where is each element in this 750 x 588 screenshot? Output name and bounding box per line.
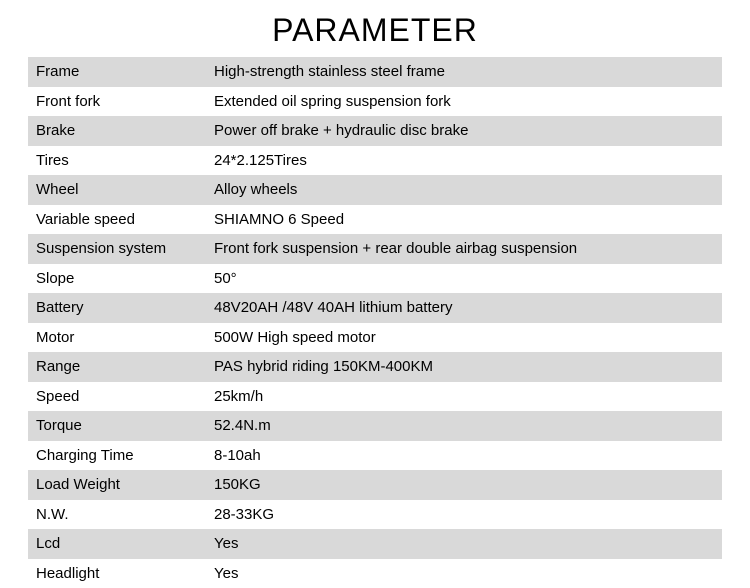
table-row: RangePAS hybrid riding 150KM-400KM: [28, 352, 722, 382]
param-label: Wheel: [28, 175, 206, 205]
param-value: Extended oil spring suspension fork: [206, 87, 722, 117]
page-title: PARAMETER: [28, 12, 722, 49]
table-row: Torque52.4N.m: [28, 411, 722, 441]
table-row: Load Weight150KG: [28, 470, 722, 500]
param-value: Yes: [206, 559, 722, 588]
table-row: Charging Time8-10ah: [28, 441, 722, 471]
param-label: Frame: [28, 57, 206, 87]
parameter-table-body: FrameHigh-strength stainless steel frame…: [28, 57, 722, 588]
param-value: 8-10ah: [206, 441, 722, 471]
param-value: PAS hybrid riding 150KM-400KM: [206, 352, 722, 382]
param-label: Variable speed: [28, 205, 206, 235]
param-label: Torque: [28, 411, 206, 441]
param-value: Front fork suspension + rear double airb…: [206, 234, 722, 264]
param-value: High-strength stainless steel frame: [206, 57, 722, 87]
table-row: Motor500W High speed motor: [28, 323, 722, 353]
param-value: 52.4N.m: [206, 411, 722, 441]
table-row: HeadlightYes: [28, 559, 722, 588]
param-label: Suspension system: [28, 234, 206, 264]
table-row: Battery48V20AH /48V 40AH lithium battery: [28, 293, 722, 323]
param-label: Motor: [28, 323, 206, 353]
param-label: Tires: [28, 146, 206, 176]
param-label: Speed: [28, 382, 206, 412]
table-row: Tires24*2.125Tires: [28, 146, 722, 176]
parameter-table: FrameHigh-strength stainless steel frame…: [28, 57, 722, 588]
table-row: LcdYes: [28, 529, 722, 559]
param-label: Front fork: [28, 87, 206, 117]
table-row: Slope50°: [28, 264, 722, 294]
table-row: N.W.28-33KG: [28, 500, 722, 530]
param-value: 150KG: [206, 470, 722, 500]
param-label: Charging Time: [28, 441, 206, 471]
param-value: 24*2.125Tires: [206, 146, 722, 176]
param-label: Battery: [28, 293, 206, 323]
param-value: Power off brake + hydraulic disc brake: [206, 116, 722, 146]
param-label: Lcd: [28, 529, 206, 559]
table-row: FrameHigh-strength stainless steel frame: [28, 57, 722, 87]
param-value: SHIAMNO 6 Speed: [206, 205, 722, 235]
param-label: Slope: [28, 264, 206, 294]
param-label: N.W.: [28, 500, 206, 530]
table-row: WheelAlloy wheels: [28, 175, 722, 205]
param-value: 48V20AH /48V 40AH lithium battery: [206, 293, 722, 323]
table-row: Variable speedSHIAMNO 6 Speed: [28, 205, 722, 235]
param-label: Headlight: [28, 559, 206, 588]
table-row: Front forkExtended oil spring suspension…: [28, 87, 722, 117]
param-label: Range: [28, 352, 206, 382]
param-value: Alloy wheels: [206, 175, 722, 205]
table-row: Suspension systemFront fork suspension +…: [28, 234, 722, 264]
table-row: BrakePower off brake + hydraulic disc br…: [28, 116, 722, 146]
param-value: 500W High speed motor: [206, 323, 722, 353]
param-value: 28-33KG: [206, 500, 722, 530]
param-value: Yes: [206, 529, 722, 559]
param-value: 50°: [206, 264, 722, 294]
param-value: 25km/h: [206, 382, 722, 412]
param-label: Load Weight: [28, 470, 206, 500]
table-row: Speed25km/h: [28, 382, 722, 412]
param-label: Brake: [28, 116, 206, 146]
